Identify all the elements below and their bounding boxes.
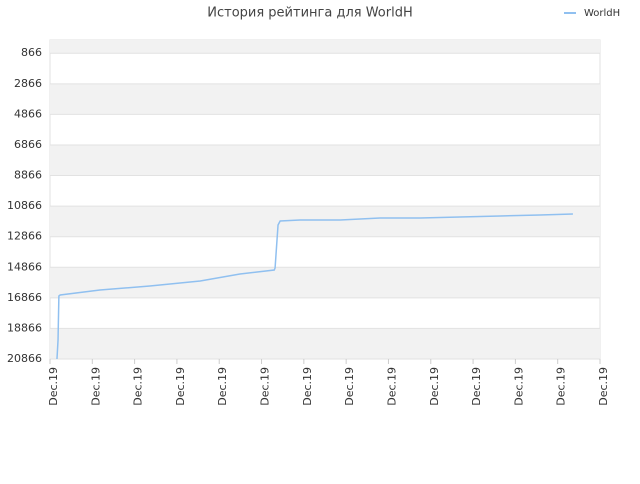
y-tick-label: 8866 xyxy=(14,169,42,182)
series-line xyxy=(56,213,573,360)
legend-label: WorldH xyxy=(584,8,620,19)
x-tick-label: Dec.19 xyxy=(174,367,187,406)
y-tick-label: 16866 xyxy=(7,291,42,304)
chart-title: История рейтинга для WorldH xyxy=(207,6,412,21)
x-tick-label: Dec.19 xyxy=(301,367,314,406)
y-tick-label: 20866 xyxy=(7,352,42,365)
x-tick-label: Dec.19 xyxy=(343,367,356,406)
x-tick-label: Dec.19 xyxy=(512,367,525,406)
x-tick-label: Dec.19 xyxy=(47,367,60,406)
grid-band xyxy=(50,83,600,115)
y-tick-label: 14866 xyxy=(7,260,42,273)
grid-band xyxy=(50,40,600,54)
x-tick-label: Dec.19 xyxy=(259,367,272,406)
y-tick-label: 12866 xyxy=(7,230,42,243)
x-tick-label: Dec.19 xyxy=(385,367,398,406)
x-tick-label: Dec.19 xyxy=(428,367,441,406)
x-tick-label: Dec.19 xyxy=(555,367,568,406)
y-tick-label: 866 xyxy=(21,46,42,59)
x-tick-label: Dec.19 xyxy=(89,367,102,406)
y-tick-label: 18866 xyxy=(7,321,42,334)
grid-band xyxy=(50,144,600,176)
grid-band xyxy=(50,206,600,237)
x-tick-label: Dec.19 xyxy=(597,367,610,406)
grid-band xyxy=(50,267,600,298)
y-tick-label: 2866 xyxy=(14,77,42,90)
y-tick-label: 10866 xyxy=(7,199,42,212)
y-tick-label: 6866 xyxy=(14,138,42,151)
x-tick-label: Dec.19 xyxy=(216,367,229,406)
x-tick-label: Dec.19 xyxy=(470,367,483,406)
grid-band xyxy=(50,328,600,359)
y-tick-label: 4866 xyxy=(14,107,42,120)
x-tick-label: Dec.19 xyxy=(132,367,145,406)
